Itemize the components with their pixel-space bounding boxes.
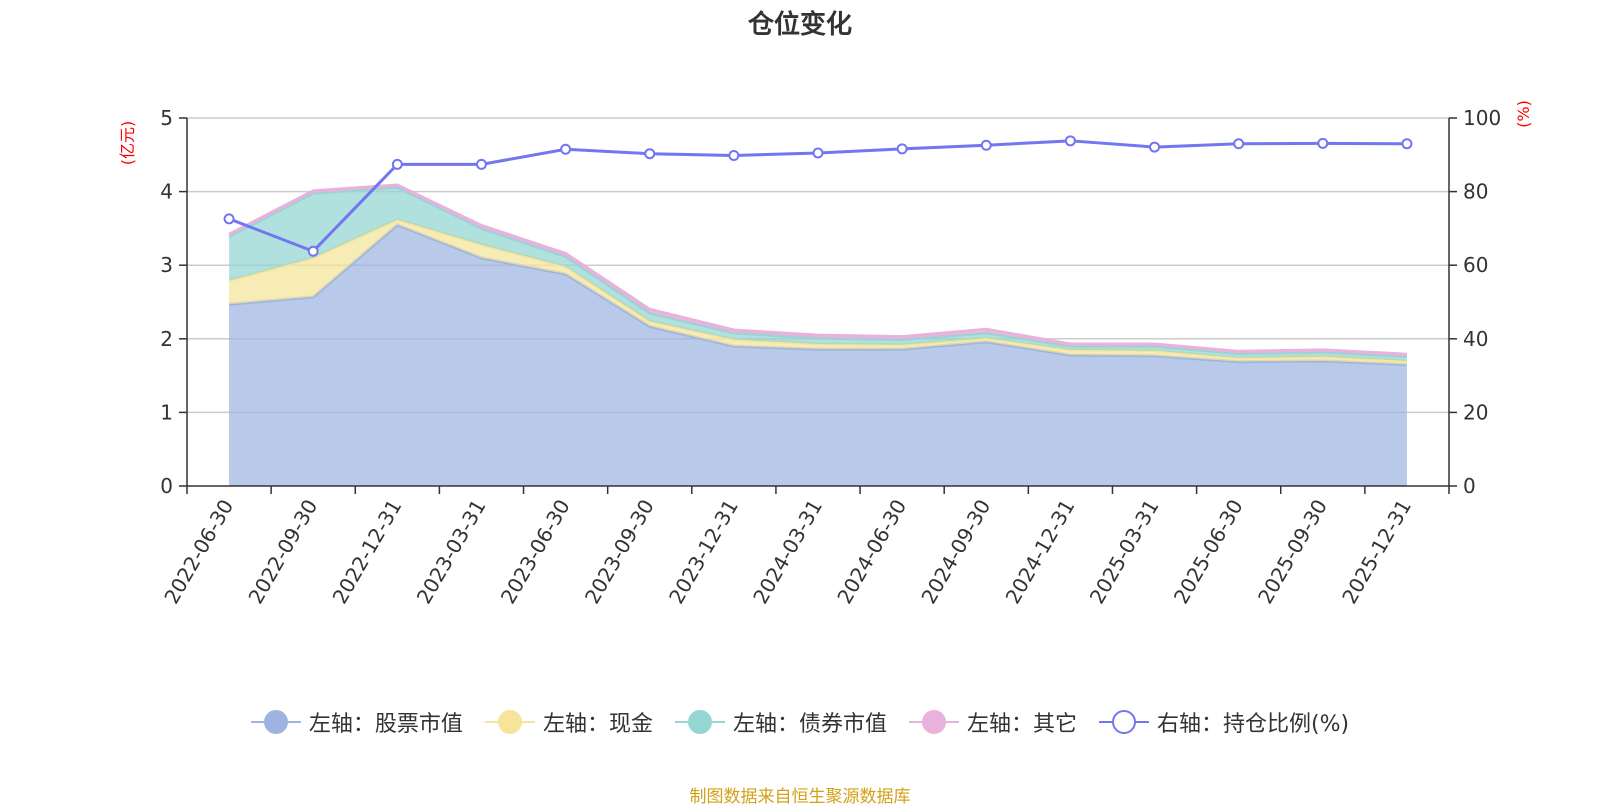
x-tick-label: 2023-06-30 (496, 495, 575, 608)
legend: 左轴：股票市值 左轴：现金 左轴：债券市值 左轴：其它 右轴：持仓比例(%) (0, 706, 1600, 738)
area-edge-左轴：其它 (228, 183, 1408, 356)
x-tick-label: 2022-09-30 (243, 495, 322, 608)
chart-title: 仓位变化 (747, 10, 852, 40)
ratio-point (1317, 137, 1329, 149)
legend-swatch (674, 710, 725, 734)
ratio-point (728, 150, 740, 162)
legend-swatch (484, 710, 535, 734)
x-tick-label: 2025-03-31 (1085, 495, 1164, 608)
legend-item[interactable]: 左轴：债券市值 (674, 706, 887, 738)
area-左轴：债券市值 (229, 187, 1407, 361)
legend-swatch (250, 710, 301, 734)
right-tick-label: 0 (1463, 474, 1476, 498)
x-tick-label: 2024-03-31 (748, 495, 827, 608)
ratio-point (1064, 135, 1076, 147)
right-tick-label: 40 (1463, 327, 1488, 351)
x-tick-label: 2023-12-31 (664, 495, 743, 608)
x-tick-label: 2025-09-30 (1253, 495, 1332, 608)
right-tick-label: 60 (1463, 253, 1488, 277)
left-axis-unit: (亿元) (118, 121, 137, 166)
ratio-point (475, 158, 487, 170)
x-tick-label: 2024-09-30 (916, 495, 995, 608)
ratio-point (1401, 138, 1413, 150)
x-tick-label: 2024-12-31 (1001, 495, 1080, 608)
left-tick-label: 1 (160, 400, 173, 424)
legend-label: 左轴：债券市值 (732, 712, 887, 737)
area-左轴：股票市值 (229, 224, 1407, 486)
x-tick-label: 2023-09-30 (580, 495, 659, 608)
x-tick-label: 2025-06-30 (1169, 495, 1248, 608)
ratio-point (644, 148, 656, 160)
left-tick-label: 3 (160, 253, 173, 277)
right-tick-label: 80 (1463, 180, 1488, 204)
legend-item[interactable]: 左轴：股票市值 (250, 706, 463, 738)
left-tick-label: 4 (160, 180, 173, 204)
ratio-point (223, 213, 235, 225)
source-note: 制图数据来自恒生聚源数据库 (689, 787, 911, 807)
legend-label: 右轴：持仓比例(%) (1156, 712, 1350, 737)
legend-label: 左轴：其它 (966, 712, 1077, 737)
ratio-point (391, 158, 403, 170)
ratio-point (1149, 141, 1161, 153)
legend-label: 左轴：现金 (542, 712, 653, 737)
x-tick-label: 2024-06-30 (832, 495, 911, 608)
ratio-point (1233, 138, 1245, 150)
legend-item[interactable]: 左轴：其它 (908, 706, 1077, 738)
left-tick-label: 2 (160, 327, 173, 351)
legend-swatch (908, 710, 959, 734)
right-axis-unit: (%) (1514, 100, 1533, 128)
left-tick-label: 5 (160, 106, 173, 130)
legend-item[interactable]: 右轴：持仓比例(%) (1098, 706, 1350, 738)
x-tick-label: 2023-03-31 (412, 495, 491, 608)
legend-swatch (1098, 710, 1149, 734)
right-tick-label: 100 (1463, 106, 1501, 130)
ratio-point (560, 143, 572, 155)
x-tick-label: 2022-12-31 (328, 495, 407, 608)
legend-item[interactable]: 左轴：现金 (484, 706, 653, 738)
left-tick-label: 0 (160, 474, 173, 498)
ratio-point (896, 143, 908, 155)
ratio-point (980, 139, 992, 151)
right-tick-label: 20 (1463, 400, 1488, 424)
legend-label: 左轴：股票市值 (308, 712, 463, 737)
x-tick-label: 2022-06-30 (159, 495, 238, 608)
ratio-point (307, 245, 319, 257)
ratio-point (812, 147, 824, 159)
x-tick-label: 2025-12-31 (1337, 495, 1416, 608)
